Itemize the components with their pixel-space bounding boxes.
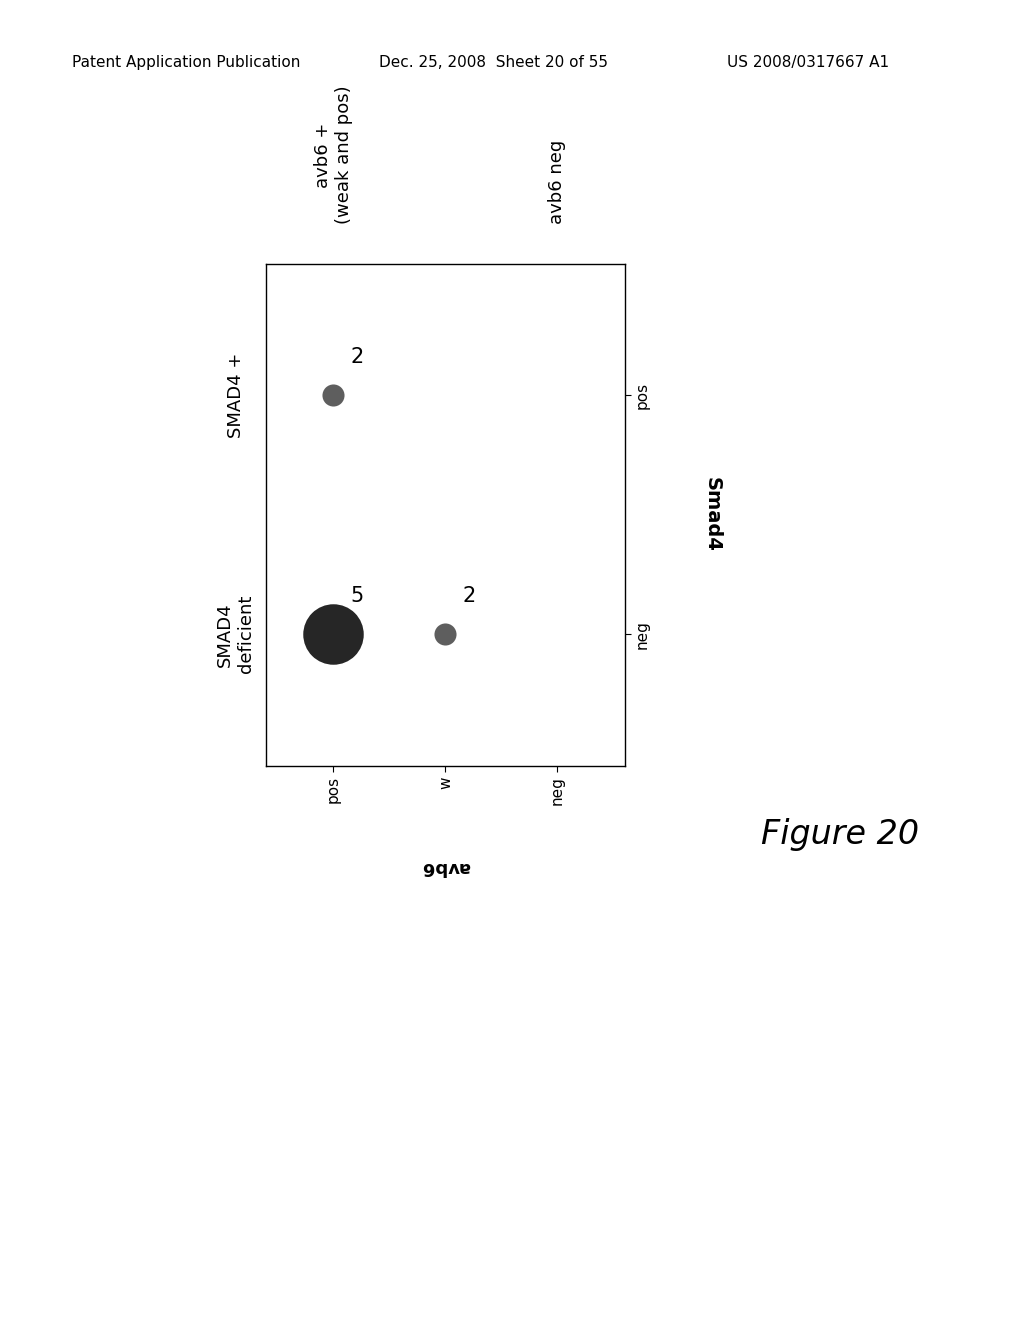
- Text: SMAD4 +: SMAD4 +: [226, 352, 245, 438]
- Text: Figure 20: Figure 20: [761, 818, 919, 851]
- Text: Patent Application Publication: Patent Application Publication: [72, 55, 300, 70]
- Point: [326, 385, 342, 407]
- Point: [437, 623, 454, 644]
- Text: 2: 2: [350, 347, 364, 367]
- Text: 2: 2: [462, 586, 475, 606]
- Text: avb6 neg: avb6 neg: [549, 140, 566, 224]
- Text: Smad4: Smad4: [702, 478, 721, 552]
- Point: [326, 623, 342, 644]
- Text: SMAD4
deficient: SMAD4 deficient: [216, 595, 255, 673]
- Text: 5: 5: [350, 586, 364, 606]
- Text: Dec. 25, 2008  Sheet 20 of 55: Dec. 25, 2008 Sheet 20 of 55: [379, 55, 608, 70]
- Text: US 2008/0317667 A1: US 2008/0317667 A1: [727, 55, 889, 70]
- Text: avb6: avb6: [421, 858, 470, 876]
- Text: avb6 +
(weak and pos): avb6 + (weak and pos): [314, 86, 353, 224]
